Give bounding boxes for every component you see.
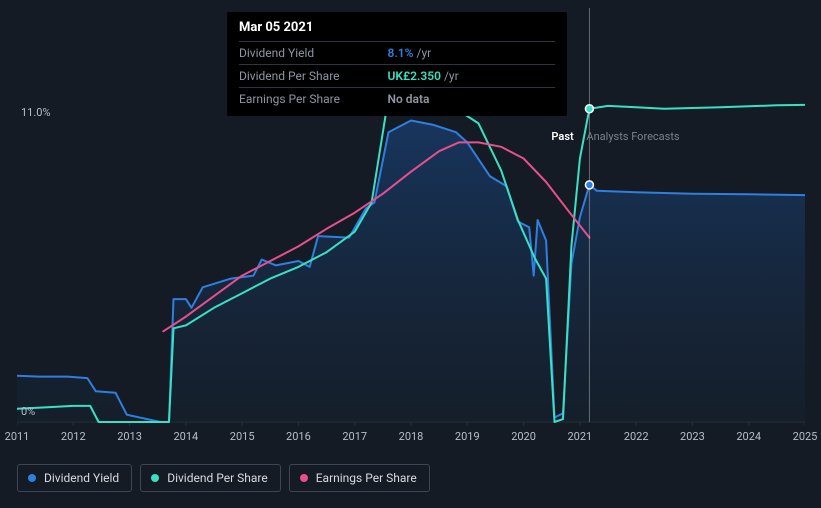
x-tick-label: 2019 bbox=[455, 430, 480, 443]
x-tick-label: 2025 bbox=[793, 430, 818, 443]
legend-dot bbox=[151, 474, 159, 482]
x-tick-label: 2012 bbox=[61, 430, 86, 443]
x-tick-label: 2017 bbox=[342, 430, 367, 443]
x-tick-label: 2016 bbox=[286, 430, 311, 443]
x-tick-label: 2018 bbox=[399, 430, 424, 443]
x-tick-label: 2013 bbox=[117, 430, 142, 443]
legend-item[interactable]: Dividend Per Share bbox=[140, 464, 281, 492]
y-min-label: 0% bbox=[21, 405, 35, 418]
x-tick-label: 2024 bbox=[736, 430, 761, 443]
tooltip-row: Dividend Yield8.1%/yr bbox=[239, 42, 555, 65]
legend: Dividend Yield Dividend Per Share Earnings… bbox=[17, 464, 430, 492]
x-tick-label: 2015 bbox=[230, 430, 255, 443]
legend-dot bbox=[28, 474, 36, 482]
tooltip-row: Dividend Per ShareUK£2.350/yr bbox=[239, 65, 555, 88]
x-tick-label: 2021 bbox=[567, 430, 592, 443]
past-label: Past bbox=[551, 130, 573, 143]
x-tick-label: 2020 bbox=[511, 430, 536, 443]
legend-label: Earnings Per Share bbox=[316, 471, 417, 485]
chart-tooltip: Mar 05 2021 Dividend Yield8.1%/yrDividen… bbox=[227, 12, 567, 116]
x-tick-label: 2011 bbox=[5, 430, 30, 443]
legend-item[interactable]: Earnings Per Share bbox=[289, 464, 430, 492]
legend-item[interactable]: Dividend Yield bbox=[17, 464, 132, 492]
forecast-label: Analysts Forecasts bbox=[586, 130, 679, 143]
divider-labels: Past Analysts Forecasts bbox=[551, 130, 679, 143]
legend-label: Dividend Yield bbox=[44, 471, 119, 485]
tooltip-table: Dividend Yield8.1%/yrDividend Per ShareU… bbox=[239, 41, 555, 110]
y-max-label: 11.0% bbox=[21, 106, 51, 119]
x-tick-label: 2023 bbox=[680, 430, 705, 443]
x-tick-label: 2022 bbox=[624, 430, 649, 443]
legend-label: Dividend Per Share bbox=[167, 471, 268, 485]
legend-dot bbox=[300, 474, 308, 482]
tooltip-row: Earnings Per ShareNo data bbox=[239, 88, 555, 111]
tooltip-date: Mar 05 2021 bbox=[239, 20, 555, 41]
x-tick-label: 2014 bbox=[173, 430, 198, 443]
